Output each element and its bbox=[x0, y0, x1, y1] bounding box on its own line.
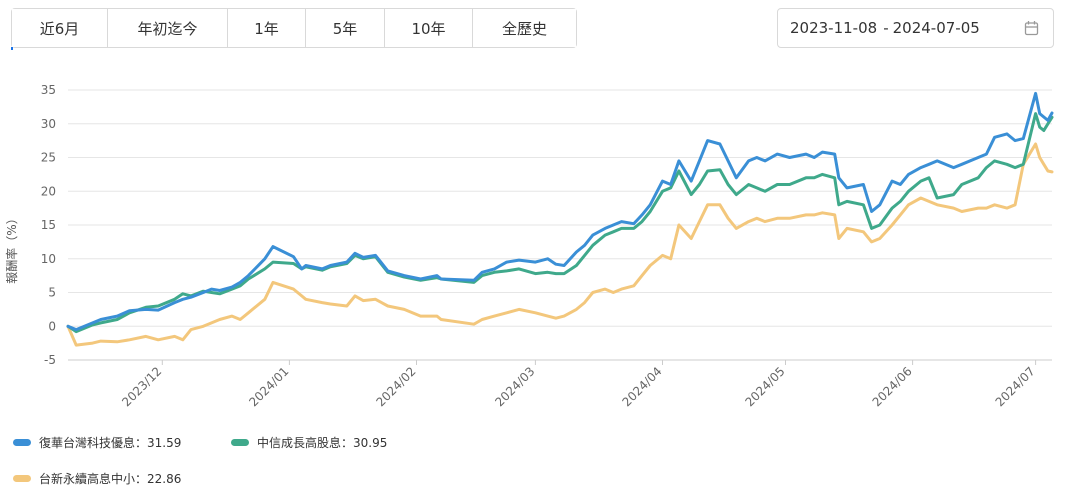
legend-swatch bbox=[13, 439, 31, 446]
legend-item-1[interactable]: 中信成長高股息： 30.95 bbox=[231, 434, 387, 451]
end-date[interactable]: 2024-07-05 bbox=[892, 19, 980, 37]
y-tick-label: 10 bbox=[41, 252, 56, 266]
legend-label: 中信成長高股息 bbox=[257, 436, 342, 450]
range-6m-button[interactable]: 近6月 bbox=[12, 9, 108, 47]
legend-item-2[interactable]: 台新永續高息中小： 22.86 bbox=[13, 470, 181, 487]
series-line[interactable] bbox=[66, 91, 1054, 332]
y-tick-label: 25 bbox=[41, 151, 56, 165]
x-tick-label: 2024/07 bbox=[993, 364, 1038, 409]
y-tick-label: 15 bbox=[41, 218, 56, 232]
legend-value: 22.86 bbox=[147, 471, 182, 486]
x-tick-label: 2023/12 bbox=[119, 364, 164, 409]
y-tick-label: 30 bbox=[41, 117, 56, 131]
y-tick-label: -5 bbox=[44, 353, 56, 367]
y-tick-label: 0 bbox=[48, 319, 56, 333]
series-line[interactable] bbox=[66, 142, 1054, 347]
x-tick-label: 2024/04 bbox=[619, 364, 664, 409]
range-ytd-button[interactable]: 年初迄今 bbox=[108, 9, 228, 47]
legend-swatch bbox=[231, 439, 249, 446]
calendar-icon[interactable] bbox=[1024, 20, 1039, 36]
range-button-group: 近6月 年初迄今 1年 5年 10年 全歷史 bbox=[11, 8, 577, 48]
date-range-picker[interactable]: 2023-11-08 - 2024-07-05 bbox=[777, 8, 1054, 48]
legend-label: 台新永續高息中小 bbox=[39, 472, 136, 486]
range-5y-button[interactable]: 5年 bbox=[306, 9, 385, 47]
legend-item-0[interactable]: 復華台灣科技優息： 31.59 bbox=[13, 434, 181, 451]
y-axis-label: 報酬率（%） bbox=[4, 212, 19, 283]
legend-value: 30.95 bbox=[353, 435, 388, 450]
legend-value: 31.59 bbox=[147, 435, 182, 450]
range-all-button[interactable]: 全歷史 bbox=[473, 9, 576, 47]
x-tick-label: 2024/01 bbox=[246, 364, 291, 409]
x-tick-label: 2024/06 bbox=[870, 364, 915, 409]
x-tick-label: 2024/02 bbox=[373, 364, 418, 409]
y-tick-label: 5 bbox=[48, 286, 56, 300]
range-1y-button[interactable]: 1年 bbox=[228, 9, 306, 47]
start-date[interactable]: 2023-11-08 bbox=[790, 19, 878, 37]
range-10y-button[interactable]: 10年 bbox=[385, 9, 473, 47]
y-tick-label: 20 bbox=[41, 184, 56, 198]
y-tick-label: 35 bbox=[41, 83, 56, 97]
x-tick-label: 2024/05 bbox=[742, 364, 787, 409]
active-range-indicator bbox=[11, 47, 13, 50]
x-tick-label: 2024/03 bbox=[492, 364, 537, 409]
return-chart: -5 0 5 10 15 20 25 30 35 2023/12 2024/01 2024/02 20… bbox=[4, 83, 1054, 409]
legend-label: 復華台灣科技優息 bbox=[39, 436, 136, 450]
legend-swatch bbox=[13, 475, 31, 482]
series-line[interactable] bbox=[66, 112, 1054, 334]
date-separator: - bbox=[883, 19, 889, 37]
